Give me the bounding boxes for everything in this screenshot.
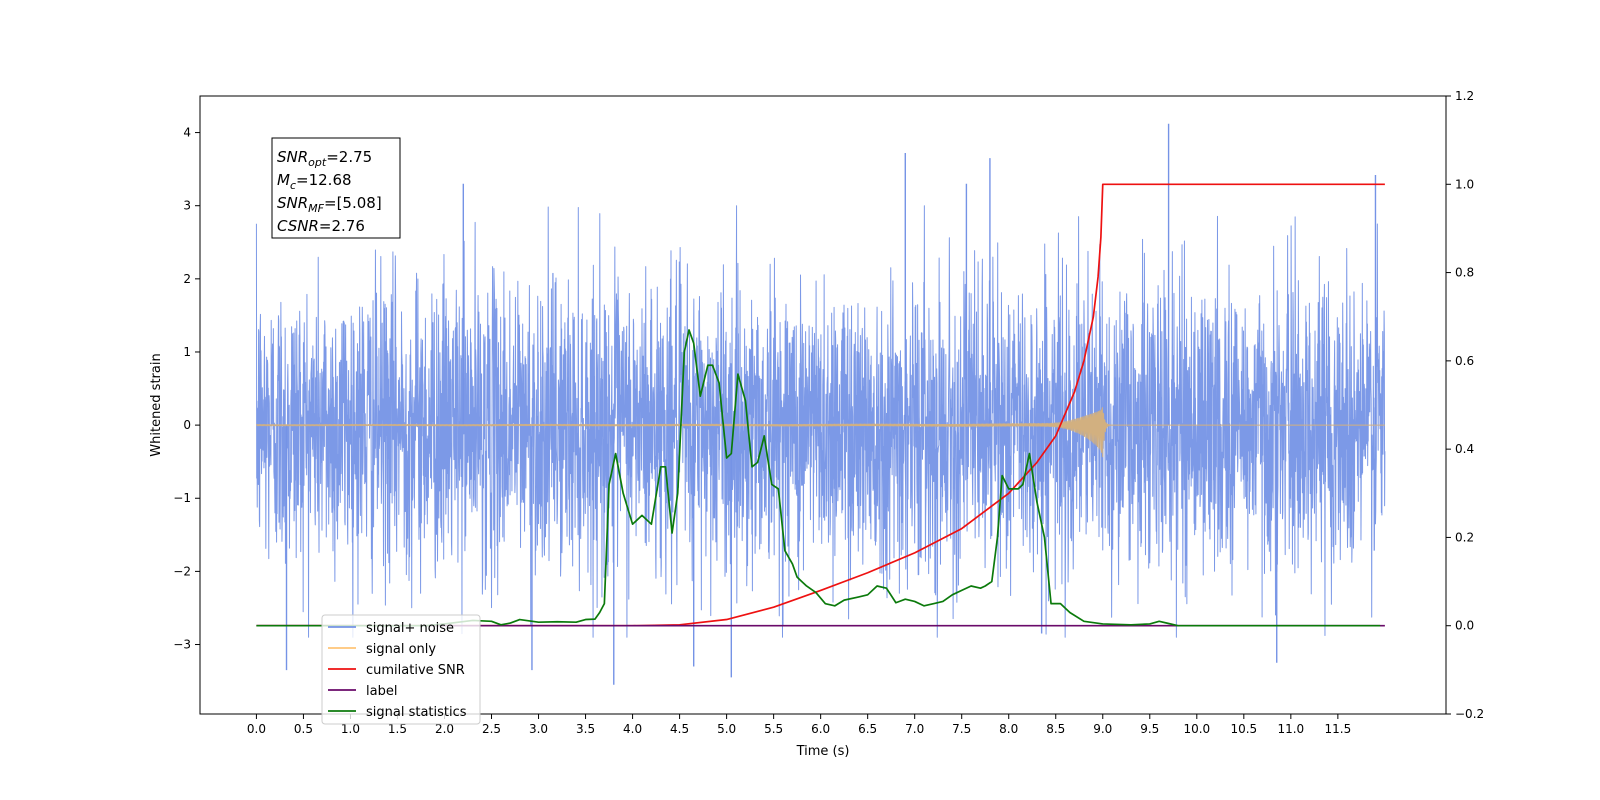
legend-entry[interactable]: label [366, 684, 397, 699]
y2-tick-label: 0.6 [1455, 354, 1474, 368]
annotation-line: CSNR=2.76 [277, 217, 365, 235]
x-tick-label: 1.0 [341, 722, 360, 736]
annotation-symbol: SNR [277, 194, 308, 212]
y-axis-label: Whitened strain [149, 353, 164, 456]
x-tick-label: 8.0 [999, 722, 1018, 736]
annotation-symbol: SNR [277, 148, 308, 166]
x-tick-label: 6.5 [858, 722, 877, 736]
annotation-line: SNRopt=2.75 [277, 148, 372, 169]
x-tick-label: 1.5 [388, 722, 407, 736]
annotation-value: =2.75 [326, 148, 372, 166]
legend[interactable]: signal+ noise signal only cumilative SNR la… [321, 614, 481, 725]
annotation-value: =[5.08] [324, 194, 382, 212]
x-tick-label: 8.5 [1046, 722, 1065, 736]
x-tick-label: 4.0 [623, 722, 642, 736]
x-tick-label: 7.0 [905, 722, 924, 736]
x-tick-label: 10.5 [1230, 722, 1257, 736]
annotation-subscript: opt [308, 156, 327, 169]
x-tick-label: 11.0 [1277, 722, 1304, 736]
y-tick-label: −3 [173, 638, 191, 652]
ticks-layer: 0.0 0.5 1.0 1.5 2.0 2.5 3.0 3.5 4.0 4.5 5.0 5.5 6.0 6… [173, 89, 1484, 736]
annotation-symbol: M [277, 171, 290, 189]
annotation-line: SNRMF=[5.08] [277, 194, 382, 215]
series-signal-statistics [256, 329, 1381, 627]
annotation-value: =12.68 [296, 171, 352, 189]
x-tick-label: 6.0 [811, 722, 830, 736]
annotation-value: =2.76 [319, 217, 365, 235]
series-cumilative-snr [256, 183, 1385, 627]
x-tick-label: 5.0 [717, 722, 736, 736]
legend-entry[interactable]: signal+ noise [366, 621, 454, 636]
series-signal-noise [255, 205, 1386, 638]
x-tick-label: 10.0 [1183, 722, 1210, 736]
annotation-subscript: c [290, 179, 296, 192]
y-tick-label: 2 [183, 272, 191, 286]
y-tick-label: 1 [183, 345, 191, 359]
annotation-line: Mc=12.68 [277, 171, 352, 192]
y-tick-label: −2 [173, 564, 191, 578]
annotation-frame [271, 137, 401, 239]
x-tick-label: 4.5 [670, 722, 689, 736]
plot-frame [199, 95, 1447, 715]
legend-entry[interactable]: cumilative SNR [366, 663, 465, 678]
legend-frame [321, 614, 481, 725]
y2-tick-label: 0.4 [1455, 442, 1474, 456]
y-tick-label: 4 [183, 126, 191, 140]
x-tick-label: 3.5 [576, 722, 595, 736]
y2-tick-label: −0.2 [1455, 707, 1484, 721]
y-tick-label: 3 [183, 199, 191, 213]
x-tick-label: 9.5 [1140, 722, 1159, 736]
x-tick-label: 5.5 [764, 722, 783, 736]
x-tick-label: 7.5 [952, 722, 971, 736]
y-tick-label: −1 [173, 491, 191, 505]
annotation-symbol: CSNR [277, 217, 319, 235]
x-tick-label: 2.5 [482, 722, 501, 736]
x-tick-label: 11.5 [1324, 722, 1351, 736]
legend-entry[interactable]: signal only [366, 642, 436, 657]
series-signal-only [256, 407, 1385, 458]
y2-tick-label: 0.2 [1455, 530, 1474, 544]
x-axis-label: Time (s) [796, 744, 850, 759]
x-tick-label: 2.0 [435, 722, 454, 736]
annotation-subscript: MF [308, 202, 324, 215]
y-tick-label: 0 [183, 418, 191, 432]
y2-tick-label: 1.0 [1455, 177, 1474, 191]
x-tick-label: 0.5 [294, 722, 313, 736]
legend-entry[interactable]: signal statistics [366, 705, 467, 720]
x-tick-label: 0.0 [247, 722, 266, 736]
y2-tick-label: 0.8 [1455, 266, 1474, 280]
x-tick-label: 9.0 [1093, 722, 1112, 736]
y2-tick-label: 0.0 [1455, 619, 1474, 633]
y2-tick-label: 1.2 [1455, 89, 1474, 103]
x-tick-label: 3.0 [529, 722, 548, 736]
series-layer [255, 123, 1386, 685]
